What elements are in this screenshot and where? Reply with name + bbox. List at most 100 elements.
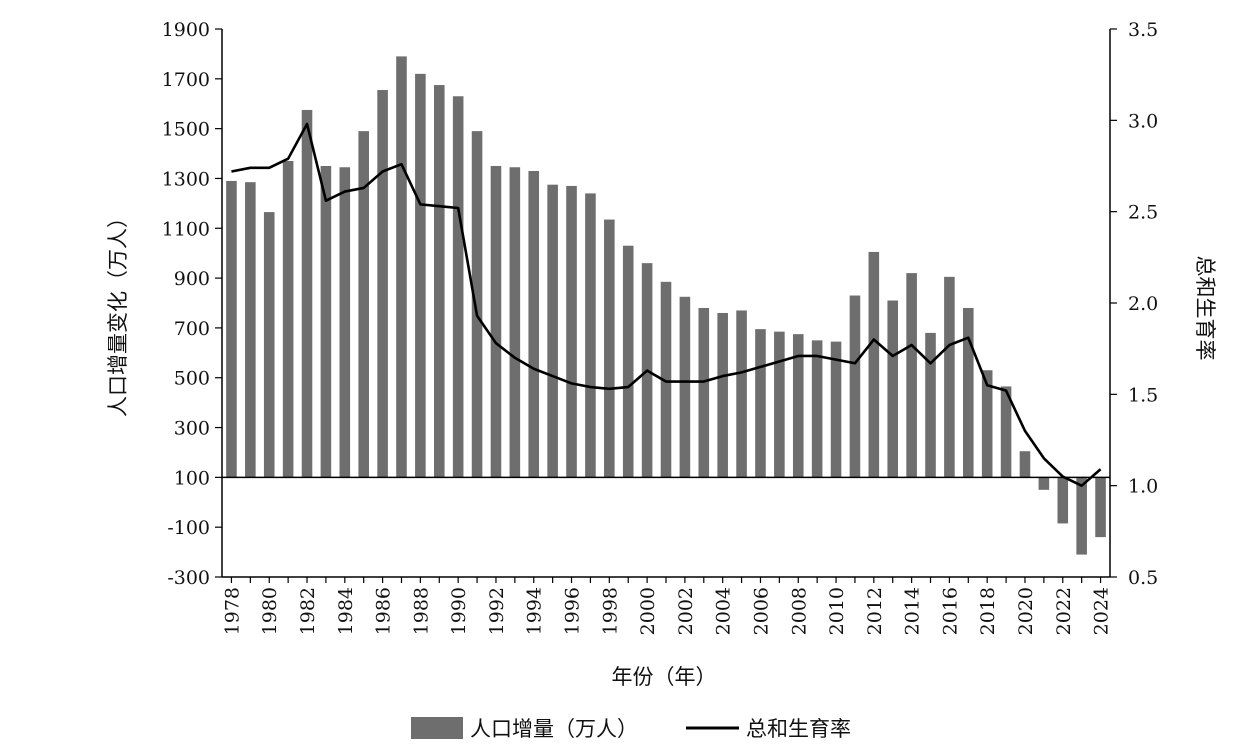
y-left-tick-label: 1700	[162, 69, 210, 91]
bar	[755, 329, 766, 478]
x-tick-label: 2006	[750, 587, 772, 635]
bar	[396, 56, 407, 478]
x-tick-label: 2016	[939, 587, 961, 635]
x-tick-label: 1980	[259, 587, 281, 635]
y-left-tick-label: 300	[174, 418, 210, 440]
line-series	[231, 122, 1102, 487]
bar	[301, 109, 313, 478]
bar	[263, 212, 275, 478]
y-left-tick-label: -300	[167, 567, 210, 589]
bar	[1057, 477, 1069, 524]
bar	[1076, 477, 1087, 555]
x-tick-label: 1990	[448, 587, 470, 635]
x-tick-label: 1996	[562, 587, 584, 635]
x-tick-label: 2002	[675, 587, 697, 635]
bar	[282, 161, 294, 478]
bar	[736, 310, 747, 478]
bar	[320, 166, 332, 478]
y-right-tick-label: 3.0	[1128, 110, 1158, 132]
bar	[509, 167, 521, 478]
y-left-tick-label: 1300	[162, 168, 210, 190]
y-left-tick-label: 100	[174, 467, 210, 489]
x-tick-label: 2010	[826, 587, 848, 635]
legend: 人口增量（万人） 总和生育率	[411, 717, 851, 741]
y-left-axis-title: 人口增量变化（万人）	[106, 207, 130, 417]
bar	[471, 131, 483, 478]
bar	[830, 341, 842, 478]
bar	[698, 307, 710, 478]
y-left-tick-label: 1100	[162, 218, 210, 240]
y-left-tick-label: 900	[174, 268, 210, 290]
bar	[433, 85, 445, 478]
x-tick-label: 2024	[1091, 587, 1113, 635]
bar	[963, 307, 974, 478]
legend-label-bar: 人口增量（万人）	[470, 717, 638, 741]
bar	[377, 90, 388, 478]
bar	[981, 370, 993, 478]
legend-swatch-bar	[411, 717, 463, 739]
bar	[1095, 477, 1106, 538]
bar	[452, 96, 464, 478]
bar	[868, 251, 880, 478]
bar	[585, 193, 596, 478]
x-tick-label: 2012	[864, 587, 886, 635]
x-tick-label: 1988	[410, 587, 432, 635]
x-tick-label: 1994	[524, 587, 546, 635]
x-tick-label: 2004	[713, 587, 735, 635]
bar	[925, 332, 936, 478]
y-right-axis-title: 总和生育率	[1193, 256, 1217, 361]
y-left-tick-label: 500	[174, 368, 210, 390]
bar	[1019, 451, 1031, 478]
bar	[566, 185, 577, 478]
x-tick-label: 1998	[599, 587, 621, 635]
bar	[906, 273, 917, 478]
bar	[849, 295, 861, 478]
y-right-tick-label: 2.0	[1128, 293, 1158, 315]
left-axis-ticks: 1900 1700 1500 1300 1100 900 700 500 300 100 -100 -…	[162, 19, 222, 589]
bar	[547, 184, 558, 478]
y-right-tick-label: 2.5	[1128, 202, 1158, 224]
bar	[660, 281, 672, 478]
x-tick-label: 2008	[788, 587, 810, 635]
y-right-tick-label: 1.0	[1128, 476, 1158, 498]
x-tick-label: 1982	[297, 587, 319, 635]
x-tick-label: 1984	[335, 587, 357, 635]
bar	[887, 300, 899, 478]
x-tick-label: 2020	[1015, 587, 1037, 635]
y-left-tick-label: 700	[174, 318, 210, 340]
bar	[490, 166, 502, 478]
bar-series	[226, 56, 1106, 555]
bar	[339, 167, 351, 478]
fertility-line	[231, 122, 1102, 487]
x-axis-title: 年份（年）	[612, 665, 717, 689]
bar	[1038, 477, 1050, 490]
bar	[622, 245, 634, 478]
bar	[604, 219, 615, 478]
bar	[679, 296, 691, 478]
bar	[528, 170, 540, 478]
x-tick-label: 1992	[486, 587, 508, 635]
legend-label-line: 总和生育率	[746, 717, 851, 741]
bar	[774, 331, 785, 478]
y-left-tick-label: 1900	[162, 19, 210, 41]
bar	[717, 312, 728, 478]
x-axis-ticks: 1978 1980 1982 1984 1986 1988 1990 1992 1994 1996…	[221, 577, 1113, 635]
right-axis-ticks: 3.5 3.0 2.5 2.0 1.5 1.0 0.5	[1110, 19, 1158, 589]
x-tick-label: 2018	[977, 587, 999, 635]
bar	[1000, 386, 1012, 478]
y-right-tick-label: 0.5	[1128, 567, 1158, 589]
bar	[358, 131, 369, 478]
bar	[245, 182, 256, 478]
x-tick-label: 2014	[902, 587, 924, 635]
x-tick-label: 1978	[221, 587, 243, 635]
x-tick-label: 2022	[1053, 587, 1075, 635]
bar	[792, 334, 804, 478]
x-tick-label: 2000	[637, 587, 659, 635]
x-tick-label: 1986	[373, 587, 395, 635]
y-right-tick-label: 3.5	[1128, 19, 1158, 41]
bar	[944, 276, 955, 478]
y-left-tick-label: 1500	[162, 119, 210, 141]
y-left-tick-label: -100	[167, 517, 210, 539]
y-right-tick-label: 1.5	[1128, 384, 1158, 406]
